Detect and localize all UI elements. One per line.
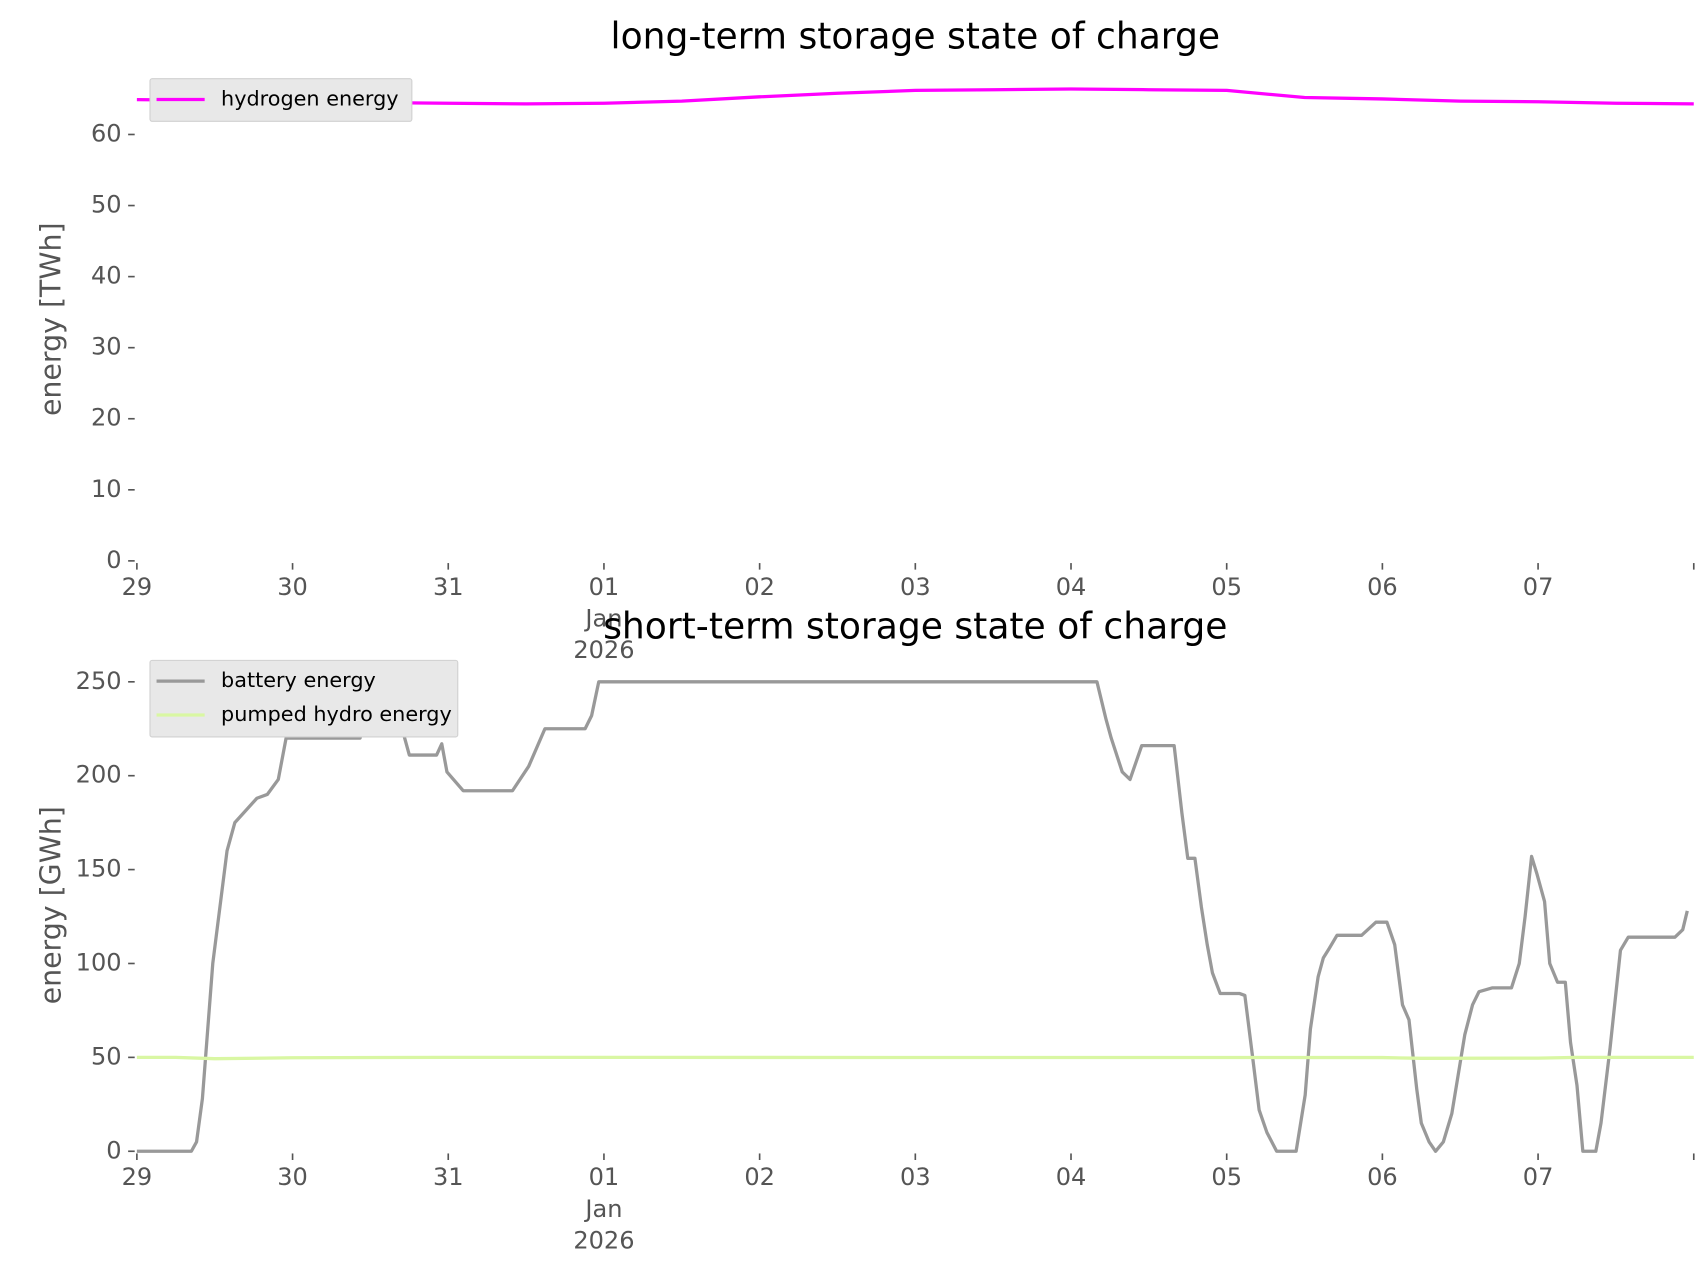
x-tick-label: 02: [744, 573, 775, 602]
y-tick-label: 50: [91, 191, 122, 219]
y-tick-label: 100: [76, 948, 122, 976]
x-tick-label: 30: [277, 1164, 308, 1192]
x-tick-label: 07: [1522, 1164, 1554, 1192]
x-tick-label-box: 31: [432, 573, 464, 602]
x-tick-label-box: 07: [1522, 1164, 1554, 1192]
x-tick-label: 05: [1211, 1164, 1243, 1192]
x-tick-label-box: 06: [1367, 573, 1398, 602]
x-tick-label-box: 30: [277, 573, 308, 602]
x-tick-label-box: 29: [121, 573, 153, 602]
y-tick-label: 20: [91, 404, 122, 432]
x-tick-label: 07: [1522, 573, 1554, 602]
y-tick-label: 200: [76, 761, 122, 789]
y-tick-label: 250: [76, 667, 122, 695]
x-tick-label-box: 07: [1522, 573, 1554, 602]
legend-label: hydrogen energy: [221, 86, 398, 110]
x-tick-label-box: 03: [900, 1164, 931, 1192]
x-tick-label: 04: [1055, 1164, 1087, 1192]
x-tick-label: 01 Jan 2026: [573, 573, 635, 665]
legend-label: pumped hydro energy: [221, 702, 452, 726]
x-tick-label-box: 06: [1367, 1164, 1398, 1192]
y-tick-label: 150: [76, 855, 122, 883]
y-tick-label: 30: [91, 333, 122, 361]
x-tick-label: 05: [1211, 573, 1243, 602]
x-tick-label-box: 01 Jan 2026: [573, 1164, 635, 1256]
legend-label: battery energy: [221, 668, 376, 692]
legend-box: [149, 78, 413, 122]
x-tick-label-box: 01 Jan 2026: [573, 573, 635, 665]
x-tick-label: 31: [432, 573, 464, 602]
y-tick-label: 40: [91, 262, 122, 290]
x-tick-label: 29: [121, 573, 153, 602]
x-tick-label-box: 04: [1055, 573, 1087, 602]
chart-title: short-term storage state of charge: [603, 606, 1227, 648]
y-tick-label: 10: [91, 475, 122, 503]
series-line: [136, 680, 1689, 1153]
x-tick-label-box: 29: [121, 1164, 153, 1192]
x-tick-label-box: 31: [432, 1164, 464, 1192]
y-tick-label: 50: [91, 1042, 122, 1070]
y-axis-label: energy [GWh]: [35, 806, 68, 1004]
x-tick-label: 29: [121, 1164, 153, 1192]
x-tick-label: 02: [744, 1164, 775, 1192]
x-tick-label-box: 03: [900, 573, 931, 602]
x-tick-label: 03: [900, 1164, 931, 1192]
x-tick-label: 31: [432, 1164, 464, 1192]
x-tick-label: 30: [277, 573, 308, 602]
y-tick-label: 60: [91, 119, 122, 147]
x-tick-label-box: 02: [744, 573, 775, 602]
legend-box: [149, 659, 459, 738]
x-tick-label: 03: [900, 573, 931, 602]
x-tick-label: 04: [1055, 573, 1087, 602]
x-tick-label: 01 Jan 2026: [573, 1164, 635, 1256]
x-tick-label-box: 02: [744, 1164, 775, 1192]
x-tick-label: 06: [1367, 573, 1398, 602]
x-tick-label-box: 05: [1211, 573, 1243, 602]
x-tick-label-box: 04: [1055, 1164, 1087, 1192]
y-tick-label: 0: [106, 546, 121, 574]
y-tick-label: 0: [106, 1136, 121, 1164]
chart-title: long-term storage state of charge: [611, 15, 1221, 57]
x-tick-label: 06: [1367, 1164, 1398, 1192]
series-line: [136, 1055, 1694, 1061]
y-axis-label: energy [TWh]: [35, 222, 68, 416]
x-tick-label-box: 30: [277, 1164, 308, 1192]
x-tick-label-box: 05: [1211, 1164, 1243, 1192]
